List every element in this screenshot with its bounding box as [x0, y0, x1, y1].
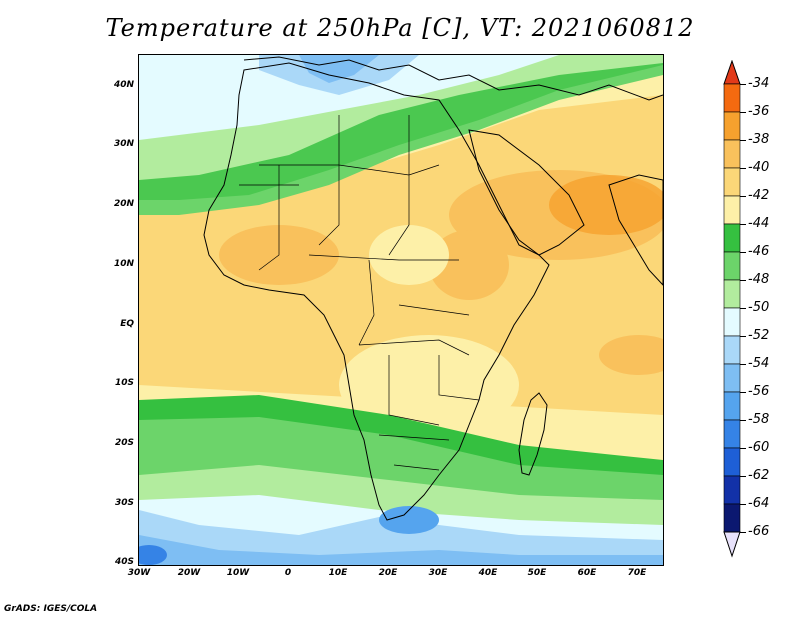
colorbar-swatch: [723, 195, 741, 225]
field-patch-ethiopia: [429, 230, 509, 300]
europe-coastline: [243, 56, 663, 101]
lon-label-30w: 30W: [127, 568, 151, 578]
lat-label-40s: 40S: [114, 557, 134, 567]
colorbar-tick: [740, 448, 746, 449]
field-band-minus56-north: [299, 55, 379, 83]
colorbar-swatch: [723, 223, 741, 253]
field-patch-indian-ocean: [599, 335, 663, 375]
lon-label-20e: 20E: [378, 568, 398, 578]
colorbar-tick: [740, 420, 746, 421]
lat-label-30s: 30S: [114, 498, 134, 508]
colorbar-swatch: [723, 335, 741, 365]
colorbar-level-label: -54: [748, 356, 770, 371]
colorbar-swatch: [723, 419, 741, 449]
madagascar-coastline: [518, 392, 548, 476]
colorbar-level-label: -34: [748, 76, 770, 91]
country-borders: [239, 115, 480, 471]
colorbar-tick: [740, 84, 746, 85]
field-band-minus52-north: [139, 55, 559, 140]
lat-label-40n: 40N: [113, 80, 134, 90]
field-band-minus54-south: [139, 510, 663, 565]
colorbar-tick: [740, 252, 746, 253]
colorbar-swatch: [723, 447, 741, 477]
lat-label-10n: 10N: [113, 259, 134, 269]
lon-label-20w: 20W: [177, 568, 201, 578]
map-title: Temperature at 250hPa [C], VT: 202106081…: [105, 14, 695, 42]
lon-label-0: 0: [284, 568, 292, 578]
colorbar-level-label: -36: [748, 104, 770, 119]
colorbar-tick: [740, 196, 746, 197]
colorbar-level-label: -42: [748, 188, 770, 203]
colorbar-tick: [740, 280, 746, 281]
colorbar-tick: [740, 336, 746, 337]
africa-coastline: [203, 62, 550, 521]
colorbar-tick: [740, 476, 746, 477]
colorbar-swatches: [723, 60, 741, 558]
lon-label-40e: 40E: [478, 568, 498, 578]
colorbar-level-label: -52: [748, 328, 770, 343]
colorbar-level-label: -60: [748, 440, 770, 455]
colorbar-tick: [740, 392, 746, 393]
lat-label-10s: 10S: [114, 378, 134, 388]
lon-label-30e: 30E: [428, 568, 448, 578]
colorbar-level-label: -62: [748, 468, 770, 483]
colorbar-level-label: -64: [748, 496, 770, 511]
india-coastline: [608, 174, 663, 286]
field-patch-india: [549, 175, 663, 235]
footer-credit: GrADS: IGES/COLA: [4, 604, 98, 614]
colorbar-tick: [740, 112, 746, 113]
colorbar-tick: [740, 504, 746, 505]
colorbar-tick: [740, 140, 746, 141]
map-panel: [138, 54, 664, 566]
lon-label-50e: 50E: [527, 568, 547, 578]
lon-label-70e: 70E: [627, 568, 647, 578]
colorbar-level-label: -46: [748, 244, 770, 259]
colorbar-level-label: -50: [748, 300, 770, 315]
lon-label-60e: 60E: [577, 568, 597, 578]
lat-label-30n: 30N: [113, 139, 134, 149]
colorbar-swatch: [723, 83, 741, 113]
lat-label-20n: 20N: [113, 199, 134, 209]
colorbar-tick: [740, 224, 746, 225]
colorbar-swatch: [723, 391, 741, 421]
colorbar-tick: [740, 532, 746, 533]
colorbar-level-label: -56: [748, 384, 770, 399]
lat-label-20s: 20S: [114, 438, 134, 448]
arabia-coastline: [468, 129, 585, 256]
lat-label-eq: EQ: [120, 319, 134, 329]
colorbar-level-label: -48: [748, 272, 770, 287]
colorbar-level-label: -58: [748, 412, 770, 427]
colorbar-swatch: [723, 251, 741, 281]
colorbar-swatch: [723, 363, 741, 393]
colorbar-swatch: [723, 139, 741, 169]
colorbar-tick: [740, 364, 746, 365]
colorbar-tick: [740, 168, 746, 169]
temperature-field-map: [139, 55, 663, 565]
colorbar-swatch: [723, 475, 741, 505]
colorbar-swatch: [723, 167, 741, 197]
lon-label-10w: 10W: [226, 568, 250, 578]
colorbar-top-arrow: [723, 60, 741, 85]
colorbar-swatch: [723, 307, 741, 337]
colorbar-tick: [740, 308, 746, 309]
field-patch-cape: [379, 506, 439, 534]
field-band-minus56-south: [139, 535, 663, 565]
lon-label-10e: 10E: [328, 568, 348, 578]
colorbar-swatch: [723, 111, 741, 141]
colorbar-swatch: [723, 503, 741, 533]
colorbar: -34 -36 -38 -40 -42 -44 -46 -48 -50 -52 -54 -56 -58 -…: [722, 60, 800, 560]
field-patch-chad: [369, 225, 449, 285]
colorbar-level-label: -38: [748, 132, 770, 147]
field-patch-southwest: [139, 545, 167, 565]
colorbar-bottom-arrow: [723, 531, 741, 558]
colorbar-swatch: [723, 279, 741, 309]
colorbar-level-label: -66: [748, 524, 770, 539]
colorbar-level-label: -40: [748, 160, 770, 175]
colorbar-level-label: -44: [748, 216, 770, 231]
